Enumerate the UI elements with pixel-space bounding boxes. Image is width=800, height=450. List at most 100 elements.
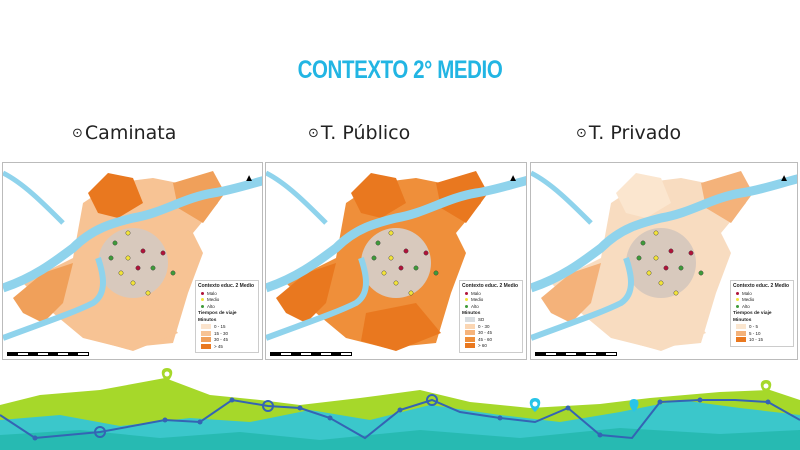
school-point <box>381 270 387 276</box>
urban-center <box>98 228 168 298</box>
school-point <box>112 240 118 246</box>
heading-text: Caminata <box>84 122 177 144</box>
river <box>3 176 262 293</box>
school-point <box>388 255 394 261</box>
school-point <box>688 250 694 256</box>
heading-privado: ⊙ T. Privado <box>576 122 681 144</box>
school-point <box>150 265 156 271</box>
legend-label: 0 - 5 <box>749 324 759 329</box>
district-south <box>626 303 706 351</box>
legend-class-item: 0 - 30 <box>465 323 520 329</box>
school-point <box>640 240 646 246</box>
school-point <box>413 265 419 271</box>
legend-class-item: 10 - 15 <box>736 337 791 342</box>
urban-center <box>361 228 431 298</box>
school-point <box>678 265 684 271</box>
map-image <box>266 170 526 351</box>
scale-bar <box>7 352 89 356</box>
north-arrow-icon: ▲ <box>508 173 518 184</box>
river-branch <box>266 170 328 225</box>
point-swatch <box>465 298 468 301</box>
legend-title: Contexto educ. 2 Medio <box>198 283 255 289</box>
point-swatch <box>465 291 468 295</box>
legend-class-item: 45 - 60 <box>465 336 520 342</box>
legend-point-item: Malo <box>465 291 520 296</box>
school-point <box>125 230 131 236</box>
district-south <box>98 303 178 351</box>
school-point <box>636 255 642 261</box>
legend-label: 15 - 30 <box>214 330 229 336</box>
scale-bar <box>535 352 617 356</box>
slide-title: CONTEXTO 2° MEDIO <box>297 56 503 84</box>
legend-point-item: Alto <box>465 304 520 309</box>
scale-bar <box>270 352 352 356</box>
river-branch <box>3 257 106 341</box>
point-swatch <box>465 304 468 308</box>
class-swatch <box>465 336 475 342</box>
class-swatch <box>465 323 475 329</box>
bullet-icon: ⊙ <box>308 126 319 141</box>
school-point <box>108 255 114 261</box>
class-swatch <box>465 343 475 348</box>
class-swatch <box>201 343 211 349</box>
legend-class-item: > 45 <box>201 343 256 349</box>
legend-label: Alto <box>742 303 750 309</box>
legend-subtitle: Tiempos de viaje <box>733 310 772 316</box>
map-image <box>3 170 262 351</box>
heading-caminata: ⊙ Caminata <box>72 122 176 144</box>
point-swatch <box>736 304 739 308</box>
river <box>266 175 526 293</box>
legend-class-item: 30 - 45 <box>465 330 520 335</box>
river-branch <box>531 170 593 225</box>
legend-label: 30 - 45 <box>478 330 493 335</box>
north-arrow-icon: ▲ <box>244 173 254 184</box>
district-west <box>541 263 601 323</box>
school-point <box>140 248 146 254</box>
legend-label: > 45 <box>214 343 223 349</box>
school-point <box>653 255 659 261</box>
heading-text: T. Privado <box>588 122 682 144</box>
legend-class-item: > 60 <box>465 343 520 348</box>
school-point <box>388 230 394 236</box>
district-north <box>616 173 671 218</box>
map-publico: ▲ Contexto educ. 2 Medio Malo Medio Alto M… <box>265 162 527 360</box>
legend-label: SD <box>478 317 485 322</box>
legend-point-item: Medio <box>736 297 791 302</box>
decorative-footer <box>0 368 800 450</box>
point-swatch <box>201 298 204 301</box>
map-privado: ▲ Contexto educ. 2 Medio Malo Medio Alto T… <box>530 162 798 360</box>
legend-label: 10 - 15 <box>749 337 764 342</box>
class-swatch <box>201 330 211 336</box>
legend-label: Medio <box>471 297 484 302</box>
bullet-icon: ⊙ <box>72 126 83 141</box>
legend-label: Malo <box>742 290 752 296</box>
legend-label: 30 - 45 <box>214 337 229 342</box>
legend-class-item: 15 - 30 <box>201 330 256 336</box>
school-point <box>673 290 679 296</box>
point-swatch <box>201 304 204 308</box>
legend-title: Contexto educ. 2 Medio <box>462 283 519 289</box>
school-point <box>375 240 381 246</box>
river <box>531 174 797 293</box>
class-swatch <box>736 324 746 329</box>
north-arrow-icon: ▲ <box>779 173 789 184</box>
legend-unit: Minutos <box>198 317 217 323</box>
pin-icon-cyan <box>629 399 639 412</box>
legend-label: 0 - 30 <box>478 323 490 329</box>
school-point <box>160 250 166 256</box>
legend-class-item: 0 - 5 <box>736 324 791 329</box>
legend-point-item: Alto <box>201 304 256 309</box>
legend-class-item: 30 - 45 <box>201 337 256 342</box>
class-swatch <box>465 330 475 335</box>
point-swatch <box>201 291 204 295</box>
district-north <box>351 173 406 218</box>
school-point <box>118 270 124 276</box>
school-point <box>663 265 669 271</box>
class-swatch <box>736 330 746 336</box>
class-swatch <box>201 337 211 342</box>
legend-label: 5 - 10 <box>749 330 761 336</box>
map-image <box>531 170 797 351</box>
school-point <box>698 270 704 276</box>
river-branch <box>266 257 369 341</box>
class-swatch <box>465 317 475 322</box>
